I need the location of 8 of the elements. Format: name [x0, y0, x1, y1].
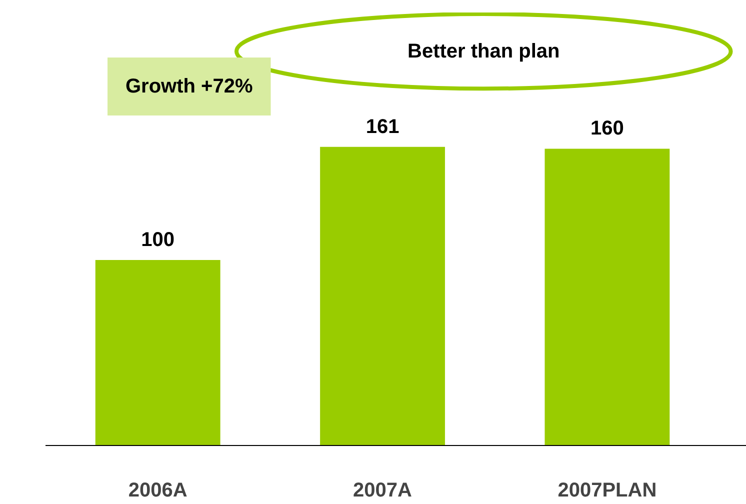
x-tick-label: 2006A	[128, 480, 188, 502]
x-tick-label: 2007PLAN	[558, 480, 657, 502]
data-label: 160	[590, 118, 624, 140]
text: Growth +72%	[126, 76, 253, 98]
data-label: 100	[141, 229, 175, 252]
x-tick-label: 2007A	[353, 480, 412, 502]
data-label: 161	[366, 116, 400, 138]
text: Better than plan	[408, 40, 560, 62]
